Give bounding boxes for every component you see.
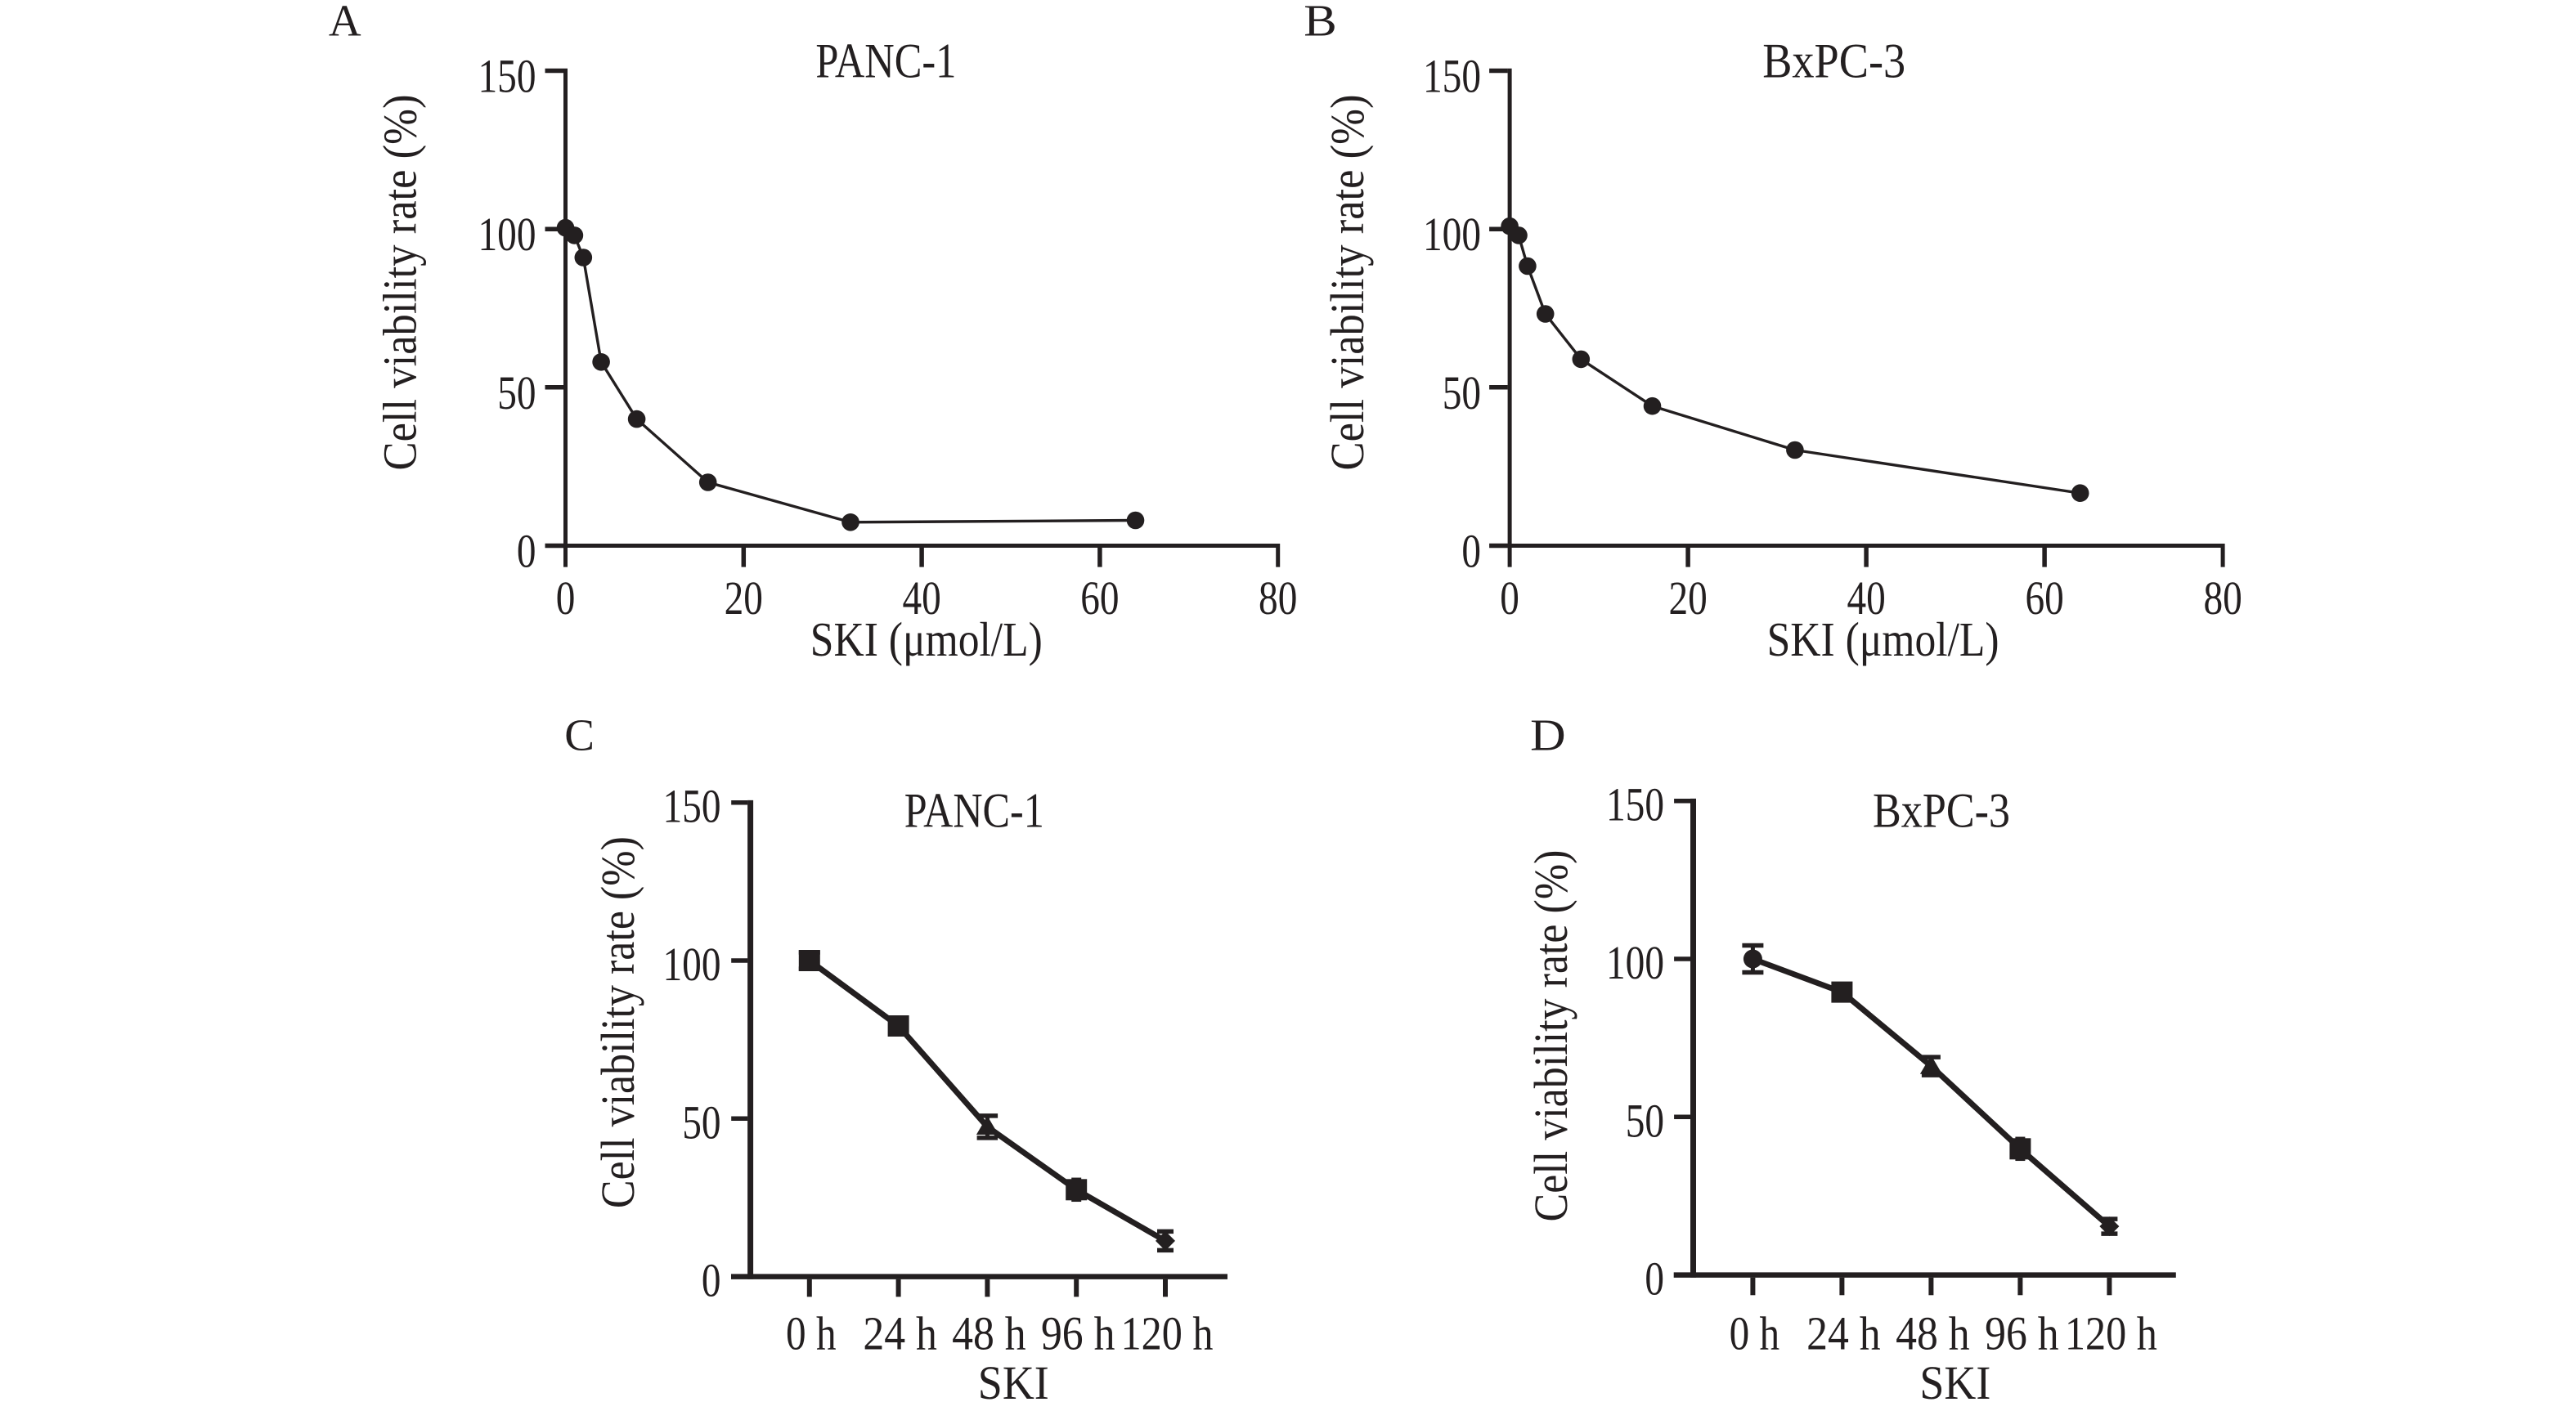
svg-text:60: 60	[2025, 571, 2063, 625]
svg-text:48 h: 48 h	[952, 1307, 1026, 1360]
svg-text:150: 150	[1606, 778, 1664, 831]
svg-text:PANC-1: PANC-1	[904, 783, 1044, 837]
svg-text:24 h: 24 h	[1806, 1307, 1881, 1360]
svg-text:0: 0	[702, 1254, 721, 1307]
svg-text:0: 0	[556, 571, 576, 625]
svg-text:0: 0	[1500, 571, 1519, 625]
svg-text:BxPC-3: BxPC-3	[1762, 34, 1905, 88]
svg-text:0: 0	[1461, 525, 1481, 578]
svg-text:96 h: 96 h	[1041, 1307, 1115, 1360]
svg-text:SKI: SKI	[1919, 1356, 1990, 1409]
svg-text:50: 50	[1443, 366, 1481, 419]
svg-text:150: 150	[663, 780, 721, 833]
svg-text:150: 150	[478, 50, 536, 103]
svg-text:Cell viability rate (%): Cell viability rate (%)	[374, 95, 427, 471]
svg-text:Cell viability rate (%): Cell viability rate (%)	[1524, 850, 1577, 1222]
svg-text:Cell viability rate (%): Cell viability rate (%)	[1321, 95, 1374, 471]
svg-text:100: 100	[1423, 208, 1481, 261]
svg-text:100: 100	[478, 208, 536, 261]
svg-text:80: 80	[1259, 571, 1297, 625]
svg-text:0: 0	[517, 525, 536, 578]
svg-text:PANC-1: PANC-1	[815, 34, 956, 88]
svg-text:150: 150	[1423, 50, 1481, 103]
svg-text:48 h: 48 h	[1896, 1307, 1970, 1360]
svg-text:BxPC-3: BxPC-3	[1873, 783, 2010, 837]
svg-text:100: 100	[1606, 936, 1664, 989]
svg-text:20: 20	[1668, 571, 1707, 625]
svg-text:96 h: 96 h	[1985, 1307, 2059, 1360]
svg-text:SKI: SKI	[978, 1356, 1049, 1409]
svg-text:D: D	[1530, 710, 1566, 759]
svg-text:SKI (μmol/L): SKI (μmol/L)	[1767, 612, 1999, 666]
svg-text:0 h: 0 h	[786, 1307, 837, 1360]
svg-text:SKI (μmol/L): SKI (μmol/L)	[810, 612, 1043, 666]
svg-text:B: B	[1304, 0, 1337, 46]
svg-text:0: 0	[1645, 1252, 1664, 1306]
svg-text:40: 40	[1847, 571, 1885, 625]
svg-text:40: 40	[902, 571, 940, 625]
svg-text:50: 50	[682, 1095, 720, 1149]
svg-text:A: A	[329, 0, 361, 46]
svg-text:100: 100	[663, 938, 721, 991]
svg-text:60: 60	[1080, 571, 1119, 625]
svg-text:24 h: 24 h	[863, 1307, 937, 1360]
svg-text:20: 20	[725, 571, 763, 625]
svg-text:0 h: 0 h	[1730, 1307, 1780, 1360]
svg-text:120 h: 120 h	[2065, 1307, 2157, 1360]
svg-text:C: C	[564, 710, 595, 759]
svg-text:50: 50	[1626, 1094, 1664, 1147]
svg-text:Cell viability rate (%): Cell viability rate (%)	[591, 836, 644, 1208]
svg-text:120 h: 120 h	[1121, 1307, 1214, 1360]
svg-text:80: 80	[2203, 571, 2242, 625]
svg-text:50: 50	[497, 366, 536, 419]
